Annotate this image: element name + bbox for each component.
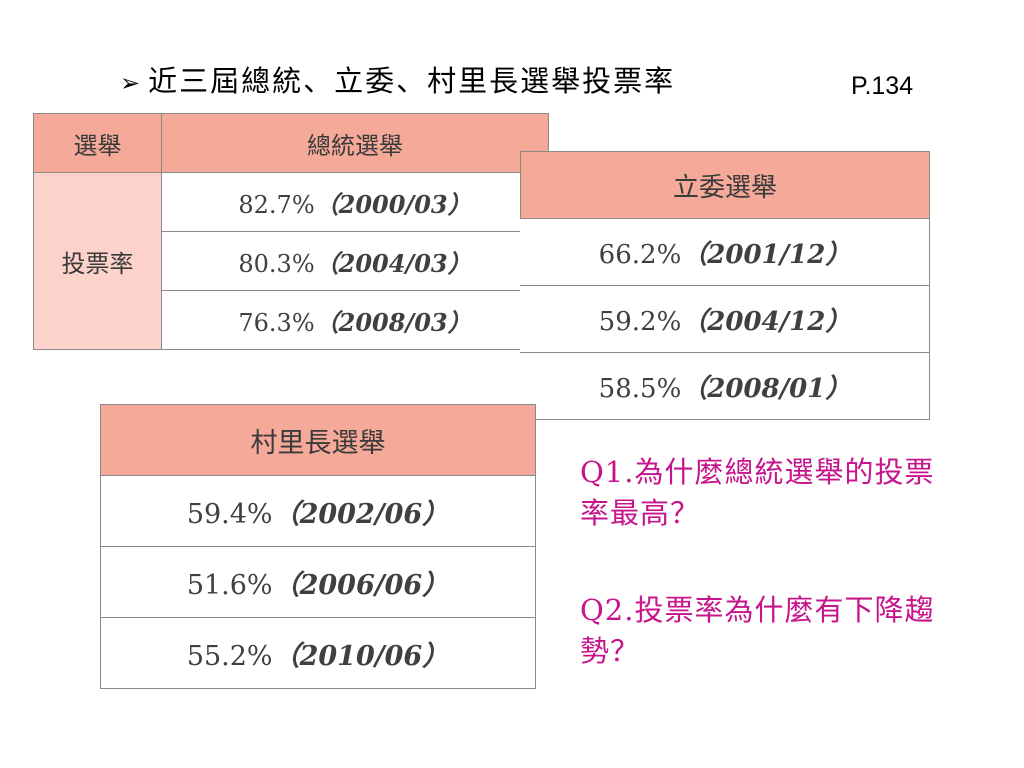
legislative-election-table: 立委選舉 66.2%（2001/12） 59.2%（2004/12） 58.5%…: [520, 151, 930, 420]
table-row: 59.4%（2002/06）: [100, 475, 536, 547]
table-row: 投票率 82.7%（2000/03）: [33, 172, 549, 350]
table-row: 76.3%（2008/03）: [34, 290, 549, 350]
presidential-header: 總統選舉: [161, 113, 549, 173]
row-label-turnout: 投票率: [33, 172, 162, 350]
question-2: Q2.投票率為什麼有下降趨勢？: [580, 593, 935, 668]
turnout-cell: 59.4%（2002/06）: [100, 475, 536, 547]
table-row: 55.2%（2010/06）: [100, 617, 536, 689]
question-1: Q1.為什麼總統選舉的投票率最高？: [580, 455, 935, 530]
turnout-cell: 58.5%（2008/01）: [520, 352, 930, 420]
table-row: 58.5%（2008/01）: [520, 352, 930, 420]
presidential-election-table: 選舉 總統選舉 投票率 82.7%（2000/03） 80.3%（2004/03…: [33, 113, 549, 350]
turnout-cell: 51.6%（2006/06）: [100, 546, 536, 618]
turnout-cell: 80.3%（2004/03）: [161, 231, 549, 291]
turnout-cell: 59.2%（2004/12）: [520, 285, 930, 353]
table-row: 66.2%（2001/12）: [520, 218, 930, 286]
table-row: 59.2%（2004/12）: [520, 285, 930, 353]
village-chief-header: 村里長選舉: [100, 404, 536, 476]
turnout-cell: 82.7%（2000/03）: [161, 172, 549, 232]
arrow-bullet-icon: ➢: [120, 69, 143, 97]
slide-title-text: 近三屆總統、立委、村里長選舉投票率: [148, 64, 676, 98]
legislative-header: 立委選舉: [520, 151, 930, 219]
turnout-cell: 76.3%（2008/03）: [161, 290, 549, 350]
turnout-cell: 66.2%（2001/12）: [520, 218, 930, 286]
turnout-cell: 55.2%（2010/06）: [100, 617, 536, 689]
slide-title: ➢ 近三屆總統、立委、村里長選舉投票率: [120, 58, 675, 100]
column-label-election: 選舉: [33, 113, 162, 173]
village-chief-election-table: 村里長選舉 59.4%（2002/06） 51.6%（2006/06） 55.2…: [100, 404, 536, 689]
page-reference: P.134: [851, 72, 914, 100]
table-row: 80.3%（2004/03）: [34, 231, 549, 291]
table-row: 51.6%（2006/06）: [100, 546, 536, 618]
